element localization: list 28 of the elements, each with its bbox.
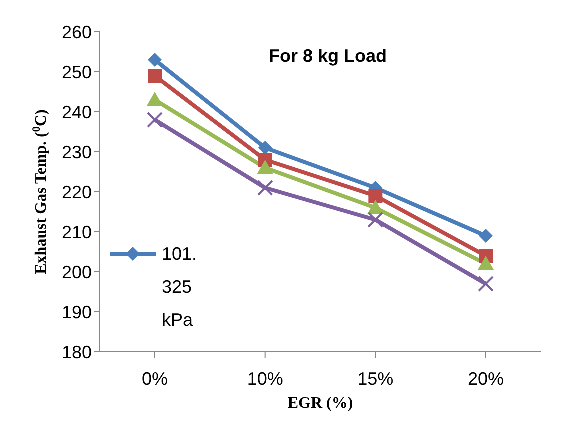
x-axis-title: EGR (%)	[288, 395, 354, 412]
point	[368, 189, 383, 203]
point	[258, 141, 272, 155]
text: For 8 kg Load	[268, 46, 388, 66]
point	[147, 112, 163, 128]
point	[257, 180, 274, 196]
y-tick-label: 260	[62, 22, 92, 42]
x-tick-label: 10%	[247, 368, 284, 389]
x-tick-label: 0%	[142, 368, 168, 389]
y-tick-label: 200	[62, 262, 92, 282]
point	[478, 256, 494, 270]
point	[479, 229, 493, 243]
legend-label: 101.325 kPa	[162, 238, 206, 337]
point	[148, 69, 162, 83]
y-tick-label: 220	[62, 182, 92, 202]
y-tick-label: 230	[62, 142, 92, 162]
point	[148, 53, 162, 67]
point	[147, 92, 163, 106]
y-tick-label: 240	[62, 102, 92, 122]
point	[368, 212, 384, 228]
y-tick-label: 250	[62, 62, 92, 82]
point	[257, 160, 274, 174]
x-tick-label: 20%	[468, 368, 504, 389]
y-tick-label: 190	[62, 302, 92, 322]
y-tick-label: 210	[62, 222, 92, 242]
x-tick-label: 15%	[358, 368, 394, 389]
y-tick-label: 180	[62, 342, 92, 362]
point	[478, 276, 494, 292]
